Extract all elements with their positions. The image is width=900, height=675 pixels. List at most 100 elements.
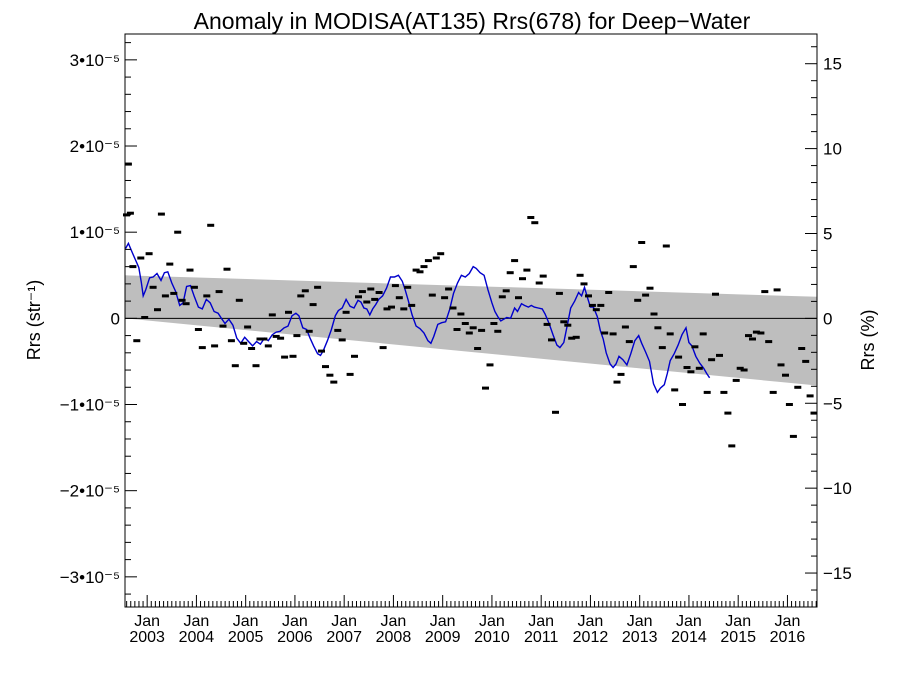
data-point	[124, 162, 132, 166]
data-point	[609, 332, 617, 336]
data-point	[412, 268, 420, 272]
data-point	[244, 325, 252, 329]
data-point	[675, 355, 683, 359]
x-tick-month: Jan	[528, 613, 554, 630]
data-point	[326, 373, 334, 377]
data-point	[338, 338, 346, 342]
data-point	[634, 298, 642, 302]
data-point	[613, 380, 621, 384]
data-point	[765, 340, 773, 344]
data-point	[133, 339, 141, 343]
data-point	[769, 390, 777, 394]
data-point	[277, 336, 285, 340]
data-point	[424, 259, 432, 263]
x-tick-month: Jan	[282, 613, 308, 630]
data-point	[137, 256, 145, 260]
data-point	[679, 403, 686, 406]
data-point	[391, 284, 399, 288]
data-point	[240, 341, 248, 345]
data-point	[621, 325, 629, 329]
data-point	[314, 285, 322, 289]
data-point	[272, 334, 280, 338]
data-point	[662, 244, 670, 248]
data-point	[186, 268, 194, 272]
y2-tick-label: −5	[823, 394, 842, 413]
data-point	[666, 332, 674, 336]
data-point	[625, 340, 633, 344]
data-point	[207, 223, 215, 227]
data-point	[420, 265, 428, 269]
data-point	[474, 347, 482, 350]
data-point	[351, 354, 358, 358]
data-point	[211, 344, 219, 348]
data-point	[506, 271, 514, 275]
data-point	[531, 221, 539, 225]
y2-tick-label: 10	[823, 140, 842, 159]
data-point	[231, 364, 239, 368]
data-point	[289, 354, 297, 358]
data-point	[388, 305, 395, 309]
monthly-points-layer	[123, 162, 818, 448]
data-point	[453, 328, 461, 331]
data-point	[519, 277, 526, 281]
data-point	[330, 380, 338, 384]
data-point	[773, 288, 781, 292]
data-point	[568, 336, 576, 340]
data-point	[588, 303, 596, 307]
data-point	[671, 388, 679, 392]
running-mean-line	[124, 241, 711, 394]
data-point	[235, 298, 243, 302]
x-tick-year: 2010	[474, 629, 510, 646]
x-tick-year: 2016	[770, 629, 806, 646]
data-point	[539, 274, 547, 278]
data-point	[555, 291, 563, 295]
data-point	[543, 322, 551, 326]
data-point	[432, 256, 440, 260]
data-point	[166, 262, 174, 266]
data-point	[281, 355, 289, 359]
data-point	[268, 313, 276, 317]
data-point	[248, 347, 256, 350]
data-point	[461, 322, 469, 325]
x-tick-year: 2008	[376, 629, 412, 646]
data-point	[580, 282, 588, 286]
data-point	[736, 366, 744, 370]
x-tick-month: Jan	[381, 613, 407, 630]
x-tick-year: 2012	[573, 629, 609, 646]
data-point	[777, 363, 785, 367]
x-tick-year: 2015	[720, 629, 756, 646]
y2-tick-label: 0	[823, 309, 832, 328]
y-tick-label: −1•10⁻⁵	[60, 396, 120, 415]
data-point	[203, 294, 211, 298]
data-point	[712, 292, 719, 296]
data-point	[465, 331, 473, 335]
data-point	[585, 294, 592, 298]
data-point	[482, 386, 489, 390]
data-point	[178, 298, 186, 302]
data-point	[687, 370, 695, 374]
data-point	[691, 345, 699, 349]
data-point	[745, 334, 752, 338]
data-point	[318, 349, 325, 353]
data-point	[806, 394, 814, 398]
x-tick-month: Jan	[479, 613, 505, 630]
data-point	[720, 390, 728, 394]
data-point	[252, 364, 260, 368]
data-point	[658, 346, 666, 350]
data-point	[346, 372, 354, 376]
data-point	[794, 385, 802, 389]
y2-tick-label: −15	[823, 564, 852, 583]
data-point	[149, 285, 157, 289]
x-tick-month: Jan	[578, 613, 604, 630]
data-point	[752, 330, 760, 334]
data-point	[642, 293, 650, 297]
data-point	[695, 366, 703, 370]
data-point	[789, 434, 797, 438]
data-point	[638, 241, 646, 244]
data-point	[301, 289, 309, 293]
data-point	[285, 310, 292, 314]
data-point	[198, 346, 206, 350]
data-point	[511, 259, 519, 263]
x-tick-month: Jan	[233, 613, 259, 630]
